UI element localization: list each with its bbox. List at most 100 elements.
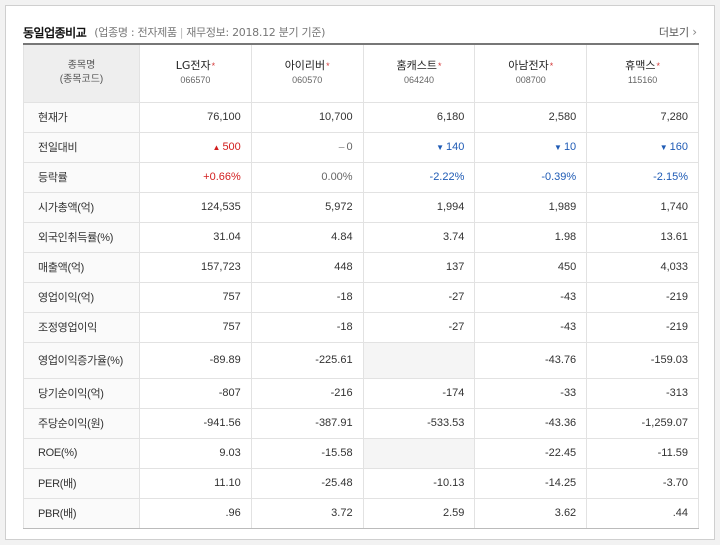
cell-value: 6,180 [436,111,465,123]
row-label: 조정영업이익 [23,311,140,343]
star-icon: * [656,61,661,72]
cell-value: -2.15% [653,171,688,183]
value-cell: -27 [362,281,476,313]
triangle-up-icon: ▲ [212,143,221,152]
corner-line2: (종목코드) [59,74,104,86]
value-cell: -18 [250,311,364,343]
cell-value: 4,033 [660,261,688,273]
cell-value: 0.00% [321,171,353,183]
row-label: 영업이익증가율(%) [23,341,140,379]
value-cell: 5,972 [250,191,364,223]
star-icon: * [437,61,442,72]
cell-value: -33 [560,387,577,399]
cell-value: 757 [222,321,241,333]
dash-icon: ─ [338,143,345,152]
company-header[interactable]: 홈캐스트* 064240 [362,43,476,103]
cell-value: -1,259.07 [641,417,688,429]
cell-value: 5,972 [325,201,353,213]
triangle-down-icon: ▼ [436,143,445,152]
row-label: 당기순이익(억) [23,377,140,409]
value-cell: -387.91 [250,407,364,439]
row-label: 매출액(억) [23,251,140,283]
star-icon: * [549,61,554,72]
cell-value: 7,280 [660,111,688,123]
value-cell: 10,700 [250,101,364,133]
cell-value: -11.59 [657,447,688,459]
panel-title: 동일업종비교 [23,25,87,40]
comparison-table: 종목명 (종목코드) LG전자* 066570 아이리버* 060570 홈캐스트*… [23,43,699,529]
table-row: 영업이익증가율(%) -89.89 -225.61 -43.76 -159.03 [23,341,699,379]
row-label: PER(배) [23,467,140,499]
company-code: 060570 [292,75,323,86]
cell-value: -3.70 [662,477,688,489]
cell-value: -2.22% [429,171,465,183]
panel-header: 동일업종비교 (업종명 : 전자제품 | 재무정보: 2018.12 분기 기준) … [23,22,697,42]
cell-value: 160 [669,141,688,153]
cell-value: 137 [446,261,465,273]
value-cell: 3.72 [250,497,364,529]
chevron-right-icon: › [692,25,697,39]
value-cell: -2.15% [586,161,699,193]
cell-value: -89.89 [209,354,241,366]
table-row: 주당순이익(원) -941.56 -387.91 -533.53 -43.36 -1,25… [23,407,699,439]
cell-value: -219 [665,321,688,333]
corner-line1: 종목명 [67,60,96,72]
value-cell: ▼ 160 [586,131,699,163]
cell-value: .44 [672,507,688,519]
cell-value: -15.58 [321,447,353,459]
panel-subinfo: (업종명 : 전자제품 | 재무정보: 2018.12 분기 기준) [94,26,326,39]
company-name[interactable]: 아남전자 [508,59,549,73]
value-cell: -22.45 [474,437,588,469]
company-name[interactable]: 휴맥스 [625,59,656,73]
more-link[interactable]: 더보기 › [659,24,697,40]
star-icon: * [326,61,330,72]
cell-value: 4.84 [331,231,353,243]
value-cell: -10.13 [362,467,476,499]
value-cell: 2,580 [474,101,588,133]
cell-value: -807 [218,387,241,399]
value-cell: .96 [139,497,252,529]
company-header[interactable]: 아이리버* 060570 [250,43,364,103]
cell-value: 140 [446,141,465,153]
row-label: 시가총액(억) [23,191,140,223]
cell-value: 124,535 [201,201,241,213]
company-name[interactable]: LG전자 [175,59,211,73]
value-cell: 13.61 [586,221,699,253]
cell-value: 448 [334,261,353,273]
company-name[interactable]: 아이리버 [284,59,326,73]
table-row: 현재가 76,100 10,700 6,180 2,580 7,280 [23,101,699,133]
table-row: 전일대비 ▲ 500 ─ 0 ▼ 140 ▼ 10 ▼ 160 [23,131,699,163]
company-header[interactable]: 휴맥스* 115160 [586,43,699,103]
table-row: 시가총액(억) 124,535 5,972 1,994 1,989 1,740 [23,191,699,223]
cell-value: 1,989 [548,201,577,213]
value-cell: -43.36 [474,407,588,439]
cell-value: 1,740 [660,201,688,213]
value-cell: 124,535 [139,191,252,223]
value-cell: 157,723 [139,251,252,283]
company-code: 008700 [515,75,546,86]
value-cell: 1,989 [474,191,588,223]
table-body: 현재가 76,100 10,700 6,180 2,580 7,280 전일대비 ▲ 500 ─ 0… [23,101,699,529]
cell-value: 2,580 [548,111,577,123]
value-cell: 448 [250,251,364,283]
cell-value: -387.91 [315,417,353,429]
table-row: ROE(%) 9.03 -15.58 -22.45 -11.59 [23,437,699,469]
value-cell: 3.74 [362,221,476,253]
cell-value: -27 [448,291,465,303]
value-cell: 6,180 [362,101,476,133]
value-cell: 757 [139,281,252,313]
value-cell: -14.25 [474,467,588,499]
company-header[interactable]: LG전자* 066570 [139,43,252,103]
cell-value: 0 [346,141,353,153]
table-row: 등락률 +0.66% 0.00% -2.22% -0.39% -2.15% [23,161,699,193]
company-name[interactable]: 홈캐스트 [396,59,437,73]
cell-value: 2.59 [442,507,465,519]
cell-value: -225.61 [315,354,353,366]
more-label: 더보기 [658,26,690,39]
cell-value: 3.62 [554,507,577,519]
cell-value: -313 [665,387,688,399]
row-label: 전일대비 [23,131,140,163]
company-header[interactable]: 아남전자* 008700 [474,43,588,103]
value-cell: -219 [586,311,699,343]
cell-value: -43.76 [544,354,577,366]
